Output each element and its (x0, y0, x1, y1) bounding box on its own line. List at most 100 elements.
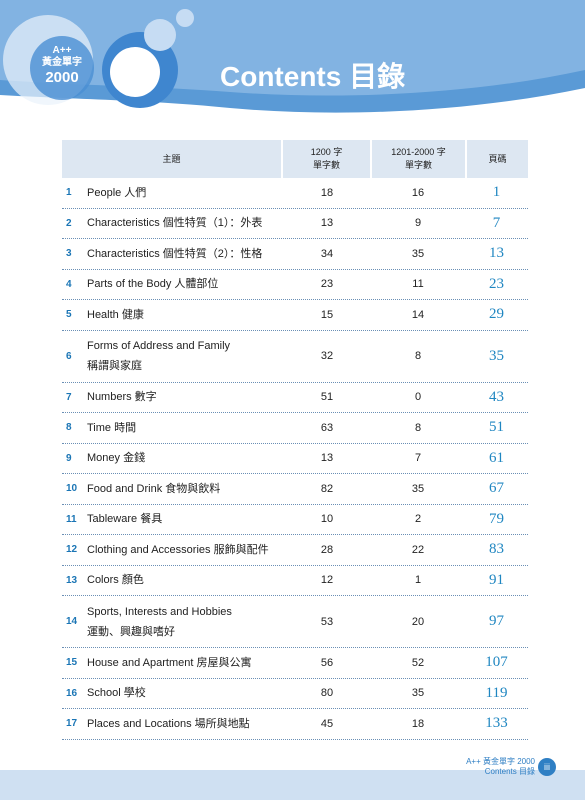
topic: Numbers 數字 (87, 383, 157, 413)
logo: A++ 黃金單字 2000 (30, 45, 94, 87)
count-1200: 12 (320, 574, 334, 587)
topic-line: Time 時間 (87, 421, 137, 434)
page-ref: 79 (489, 510, 504, 527)
topic-line: Characteristics 個性特質（1）：外表 (87, 217, 263, 230)
topic: Parts of the Body 人體部位 (87, 270, 218, 300)
topic: Places and Locations 場所與地點 (87, 709, 250, 739)
row-number: 17 (66, 718, 78, 730)
row-number: 13 (66, 574, 78, 586)
topic: Characteristics 個性特質（1）：外表 (87, 209, 262, 239)
count-2000: 8 (414, 421, 422, 434)
footer-band (0, 770, 585, 800)
count-1200: 13 (320, 452, 334, 465)
topic-line: Tableware 餐具 (87, 513, 163, 526)
page-ref: 119 (485, 684, 508, 701)
header-text: 1200 字 (310, 147, 343, 157)
table-row: 9 Money 金錢 13 7 61 (62, 444, 528, 474)
count-2000: 22 (411, 543, 425, 556)
page-ref: 1 (492, 184, 501, 201)
topic: People 人們 (87, 178, 146, 208)
topic-line: School 學校 (87, 687, 146, 700)
table-row: 5 Health 健康 15 14 29 (62, 300, 528, 331)
topic: Forms of Address and Family 稱謂與家庭 (87, 331, 230, 382)
col-header: 主題 (62, 140, 281, 178)
topic-line: 運動、興趣與嗜好 (87, 625, 175, 638)
count-2000: 18 (411, 717, 425, 730)
table-row: 10 Food and Drink 食物與飲料 82 35 67 (62, 474, 528, 505)
count-2000: 20 (411, 615, 425, 628)
page-number: iii (538, 758, 556, 776)
count-2000: 35 (411, 482, 425, 495)
page-ref: 43 (489, 388, 504, 405)
table-row: 7 Numbers 數字 51 0 43 (62, 383, 528, 413)
topic-line: Numbers 數字 (87, 391, 157, 404)
header-text: 頁碼 (488, 153, 507, 164)
row-number: 11 (66, 513, 77, 525)
page-ref: 97 (489, 613, 504, 629)
footer: A++ 黃金單字 2000 Contents 目錄 (466, 757, 535, 777)
topic-line: Sports, Interests and Hobbies (87, 605, 232, 618)
row-number: 15 (66, 657, 78, 669)
count-2000: 9 (414, 217, 422, 230)
col-header: 頁碼 (467, 140, 528, 178)
topic-line: Food and Drink 食物與飲料 (87, 482, 221, 495)
table-row: 17 Places and Locations 場所與地點 45 18 133 (62, 709, 528, 740)
page-ref: 91 (489, 571, 504, 588)
topic: Health 健康 (87, 300, 144, 330)
topic-line: Forms of Address and Family (87, 340, 231, 352)
title: Contents 目錄 (220, 61, 406, 92)
count-1200: 51 (320, 391, 334, 404)
header-text: 單字數 (404, 160, 432, 170)
topic: Time 時間 (87, 413, 136, 443)
logo-line: 2000 (45, 69, 79, 86)
topic: Food and Drink 食物與飲料 (87, 474, 220, 504)
header-text: 主題 (162, 153, 181, 164)
row-number: 9 (66, 452, 72, 464)
header-text: 1201-2000 字 (391, 147, 446, 157)
count-2000: 7 (414, 452, 422, 465)
topic-line: People 人們 (87, 186, 147, 199)
count-2000: 2 (414, 513, 422, 526)
topic-line: Money 金錢 (87, 452, 146, 465)
count-1200: 56 (320, 656, 334, 669)
count-1200: 23 (320, 278, 334, 291)
row-number: 16 (66, 687, 78, 699)
topic-line: Parts of the Body 人體部位 (87, 278, 219, 291)
row-number: 8 (66, 422, 72, 434)
table-row: 8 Time 時間 63 8 51 (62, 413, 528, 444)
table-row: 3 Characteristics 個性特質（2）：性格 34 35 13 (62, 239, 528, 270)
count-1200: 15 (320, 308, 334, 321)
count-1200: 53 (320, 615, 334, 628)
topic-line: Clothing and Accessories 服飾與配件 (87, 543, 269, 556)
topic-line: 稱謂與家庭 (87, 360, 142, 372)
row-number: 7 (66, 391, 72, 403)
row-number: 2 (66, 217, 72, 229)
page-ref: 133 (485, 715, 508, 732)
count-1200: 13 (320, 217, 334, 230)
topic: Colors 顏色 (87, 566, 144, 596)
row-number: 10 (66, 483, 78, 495)
count-2000: 35 (411, 247, 425, 260)
topic: Clothing and Accessories 服飾與配件 (87, 535, 269, 565)
logo-line: A++ (52, 45, 72, 56)
row-number: 1 (66, 187, 72, 199)
count-1200: 18 (320, 186, 334, 199)
logo-line: 黃金單字 (42, 57, 82, 68)
topic-line: Places and Locations 場所與地點 (87, 717, 250, 730)
table-row: 6 Forms of Address and Family 稱謂與家庭 32 8 35 (62, 331, 528, 383)
row-number: 4 (66, 278, 72, 290)
page-ref: 67 (489, 480, 504, 497)
count-2000: 14 (411, 308, 425, 321)
count-1200: 45 (320, 717, 334, 730)
count-1200: 82 (320, 482, 334, 495)
topic-line: House and Apartment 房屋與公寓 (87, 656, 252, 669)
topic: Characteristics 個性特質（2）：性格 (87, 239, 262, 269)
count-1200: 63 (320, 421, 334, 434)
row-number: 14 (66, 616, 78, 627)
topic-line: Colors 顏色 (87, 574, 144, 587)
table-row: 14 Sports, Interests and Hobbies 運動、興趣與嗜好 5… (62, 596, 528, 648)
row-number: 3 (66, 248, 72, 260)
footer-section: Contents 目錄 (484, 767, 535, 776)
count-1200: 28 (320, 543, 334, 556)
